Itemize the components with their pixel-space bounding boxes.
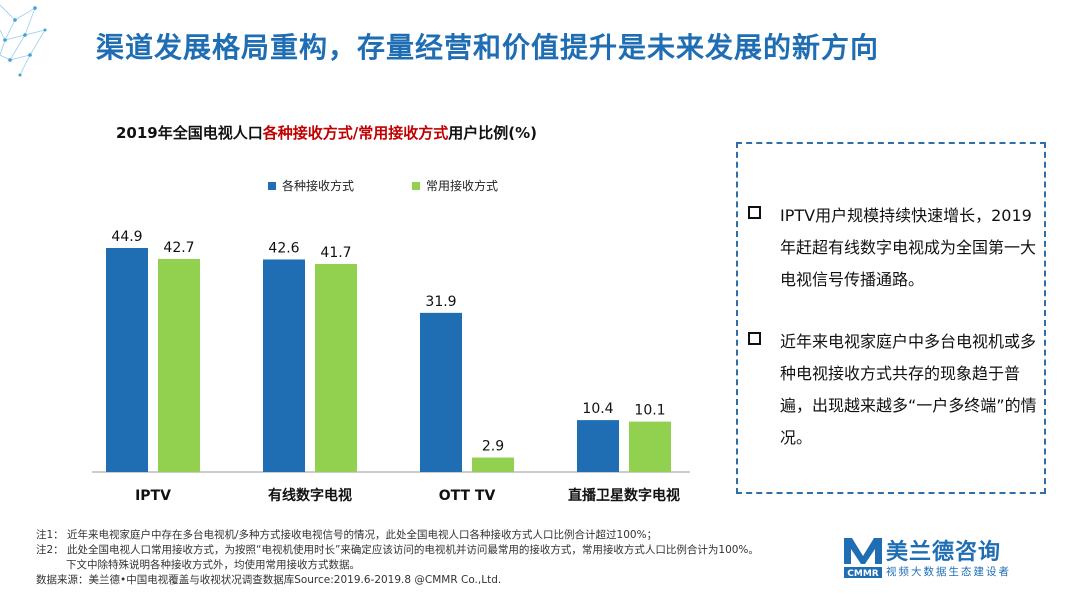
- data-label: 44.9: [111, 229, 142, 245]
- cmmr-logo: CMMR 美兰德咨询 视频大数据生态建设者: [836, 534, 1066, 584]
- chart-title-prefix: 2019年全国电视人口: [116, 124, 263, 142]
- data-source: 数据来源：美兰德•中国电视覆盖与收视状况调查数据库Source:2019.6-2…: [36, 574, 502, 586]
- data-label: 42.7: [163, 240, 194, 256]
- callout-bullet-text: IPTV用户规模持续快速增长，2019年赶超有线数字电视成为全国第一大电视信号传…: [780, 206, 1037, 289]
- bar: [629, 421, 671, 472]
- callout-box: IPTV用户规模持续快速增长，2019年赶超有线数字电视成为全国第一大电视信号传…: [736, 142, 1046, 494]
- footnotes: 注1： 近年来电视家庭户中存在多台电视机/多种方式接收电视信号的情况，此处全国电…: [36, 528, 836, 588]
- logo-abbr: CMMR: [847, 569, 879, 579]
- chart-title: 2019年全国电视人口各种接收方式/常用接收方式用户比例(%): [116, 122, 537, 143]
- legend-label: 常用接收方式: [426, 178, 498, 193]
- bullet-square-icon: [748, 332, 761, 345]
- callout-bullet-1: IPTV用户规模持续快速增长，2019年赶超有线数字电视成为全国第一大电视信号传…: [748, 200, 1040, 296]
- data-label: 42.6: [268, 240, 299, 256]
- bar: [106, 248, 148, 472]
- data-label: 10.1: [634, 403, 665, 419]
- corner-network-decoration: [0, 4, 47, 77]
- callout-bullet-2: 近年来电视家庭户中多台电视机或多种电视接收方式共存的现象趋于普遍，出现越来越多“…: [748, 326, 1040, 454]
- footnote-1: 注1： 近年来电视家庭户中存在多台电视机/多种方式接收电视信号的情况，此处全国电…: [36, 529, 658, 541]
- bar-chart: 各种接收方式 常用接收方式 44.9 42.7 IPTV 42.6 41.7 有线数字电视 31…: [92, 178, 690, 504]
- legend-label: 各种接收方式: [282, 178, 354, 193]
- x-tick-label: IPTV: [135, 488, 171, 504]
- bar: [577, 420, 619, 472]
- callout-bullet-text: 近年来电视家庭户中多台电视机或多种电视接收方式共存的现象趋于普遍，出现越来越多“…: [780, 332, 1037, 447]
- x-tick-label: 直播卫星数字电视: [568, 487, 680, 504]
- bar: [315, 263, 357, 472]
- chart-title-suffix: 用户比例(%): [448, 124, 537, 142]
- bar: [472, 457, 514, 472]
- footnote-2: 注2： 此处全国电视人口常用接收方式，为按照“电视机使用时长”来确定应该访问的电…: [36, 544, 759, 556]
- bar: [420, 312, 462, 472]
- footnote-3: 下文中除特殊说明各种接收方式外，均使用常用接收方式数据。: [66, 559, 360, 571]
- legend-swatch: [412, 182, 420, 190]
- bar: [263, 259, 305, 472]
- data-label: 31.9: [425, 294, 456, 310]
- data-label: 41.7: [320, 245, 351, 261]
- data-label: 10.4: [582, 401, 613, 417]
- x-tick-label: OTT TV: [439, 488, 496, 504]
- cmmr-m-logo-icon: CMMR: [844, 538, 882, 579]
- logo-tagline: 视频大数据生态建设者: [886, 566, 1011, 578]
- page-title: 渠道发展格局重构，存量经营和价值提升是未来发展的新方向: [96, 31, 880, 64]
- data-label: 2.9: [482, 439, 504, 455]
- logo-name: 美兰德咨询: [886, 540, 1002, 565]
- chart-title-highlight: 各种接收方式/常用接收方式: [262, 124, 449, 142]
- legend-swatch: [268, 182, 276, 190]
- bar: [158, 258, 200, 472]
- x-tick-label: 有线数字电视: [268, 487, 352, 504]
- bullet-square-icon: [748, 206, 761, 219]
